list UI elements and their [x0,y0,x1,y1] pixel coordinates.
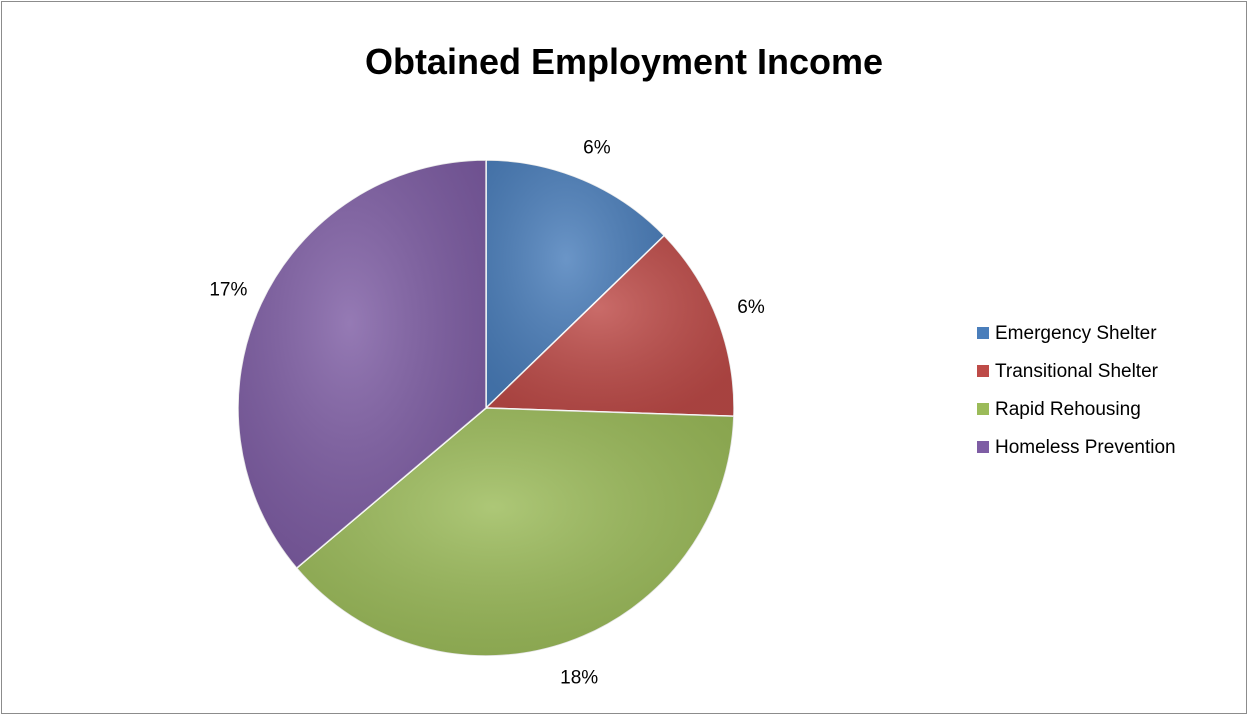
legend-swatch-rapid-rehousing [977,403,989,415]
chart-title: Obtained Employment Income [365,41,883,82]
data-label-emergency-shelter: 6% [583,138,611,159]
legend-label-transitional-shelter: Transitional Shelter [995,361,1159,382]
data-label-transitional-shelter: 6% [737,297,765,318]
pie-slice-shading-emergency-shelter [486,160,665,408]
pie-slices [237,159,735,657]
data-labels: 6% 6% 18% 17% [209,138,764,689]
legend-swatch-transitional-shelter [977,365,989,377]
pie-slice-shading-rapid-rehousing [296,408,734,656]
data-label-homeless-prevention: 17% [209,279,247,300]
legend: Emergency Shelter Transitional Shelter Rap… [977,323,1176,458]
legend-label-rapid-rehousing: Rapid Rehousing [995,399,1141,420]
legend-label-homeless-prevention: Homeless Prevention [995,437,1176,458]
data-label-rapid-rehousing: 18% [560,667,598,688]
legend-label-emergency-shelter: Emergency Shelter [995,323,1157,344]
pie-slice-shading-homeless-prevention [238,160,486,569]
legend-swatch-homeless-prevention [977,441,989,453]
legend-swatch-emergency-shelter [977,327,989,339]
pie-slice-shading-transitional-shelter [486,235,734,417]
